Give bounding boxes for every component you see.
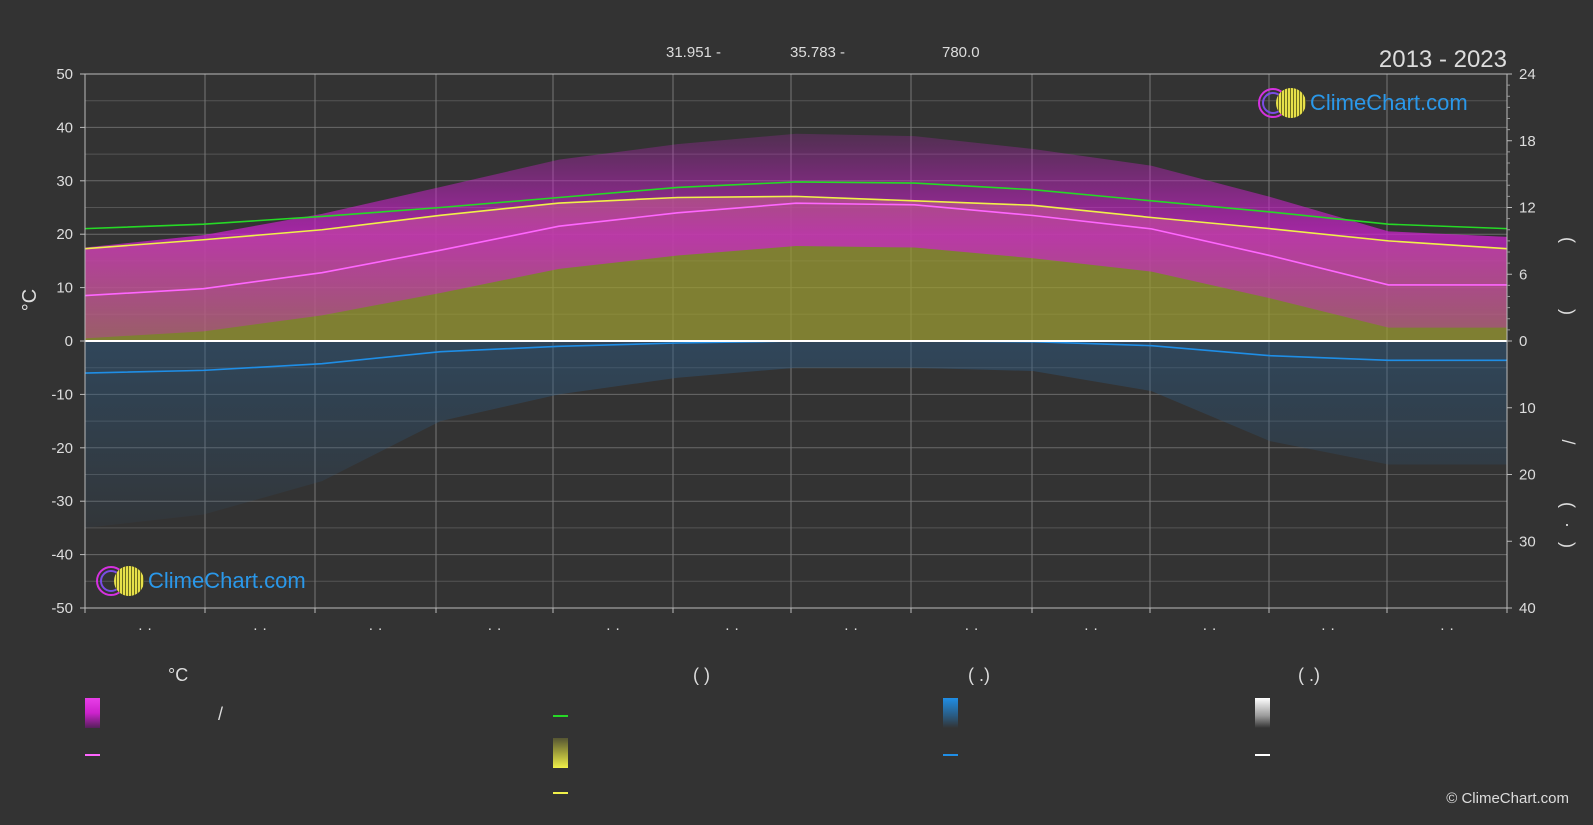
right-axis-glyph: (	[1558, 502, 1578, 508]
x-tick-label: · ·	[606, 620, 620, 637]
legend-swatch-temperature-range	[85, 698, 100, 728]
right-tick-label-lower: 20	[1519, 467, 1536, 484]
right-tick-label-upper: 18	[1519, 133, 1536, 150]
right-tick-label-upper: 0	[1519, 333, 1527, 350]
temperature-line	[84, 202, 1507, 297]
logo-bottom-left[interactable]: ClimeChart.com	[96, 566, 306, 596]
series-lines	[84, 181, 1508, 374]
right-tick-label-upper: 6	[1519, 266, 1527, 283]
right-tick-label-lower: 30	[1519, 533, 1536, 550]
right-tick-label-upper: 24	[1519, 66, 1536, 83]
legend-head-snow: ( .)	[1298, 665, 1320, 685]
x-tick-label: · ·	[1202, 620, 1216, 637]
left-tick-label: -20	[51, 440, 73, 457]
legend-swatch-precipitation	[943, 698, 958, 728]
left-axis-label: °C	[19, 289, 41, 311]
right-axis-glyph: )	[1558, 309, 1578, 315]
temperature-range-band	[85, 133, 1507, 339]
legend-line-precipitation	[943, 754, 958, 756]
left-tick-label: 30	[56, 173, 73, 190]
x-tick-label: · ·	[138, 620, 152, 637]
right-axis-glyph: /	[1558, 439, 1578, 444]
x-tick-label: · ·	[725, 620, 739, 637]
right-axis-glyph: ·	[1558, 522, 1578, 528]
year-range: 2013 - 2023	[1379, 46, 1507, 73]
x-tick-label: · ·	[1084, 620, 1098, 637]
top-value-3: 780.0	[942, 44, 980, 61]
left-tick-label: 20	[56, 226, 73, 243]
logo-icon	[96, 566, 146, 596]
chart-bands	[85, 133, 1507, 528]
legend-head-rain: ( .)	[968, 665, 990, 685]
legend-head-temperature: °C	[168, 665, 189, 685]
x-tick-label: · ·	[1321, 620, 1335, 637]
x-tick-label: · ·	[368, 620, 382, 637]
right-axis-glyph: (	[1558, 237, 1578, 243]
axis-ticks: 50 40 30 20 10 0 -10 -20 -30 -40 -50 24 18 12 6 0 10 20 30…	[51, 66, 1535, 637]
logo-top-right[interactable]: ClimeChart.com	[1258, 88, 1468, 118]
x-tick-label: · ·	[253, 620, 267, 637]
right-tick-label-lower: 10	[1519, 400, 1536, 417]
legend-line-temperature	[85, 754, 100, 756]
logo-text: ClimeChart.com	[1310, 90, 1468, 115]
logo-sun	[114, 566, 144, 596]
logo-icon	[1258, 88, 1308, 118]
x-tick-label: · ·	[487, 620, 501, 637]
daylight-line	[84, 181, 1508, 230]
left-tick-label: 0	[65, 333, 73, 350]
legend-head-sun: ( )	[693, 665, 710, 685]
right-tick-label-upper: 12	[1519, 200, 1536, 217]
left-tick-label: -40	[51, 547, 73, 564]
legend-line-sunshine	[553, 792, 568, 794]
legend-line-snow	[1255, 754, 1270, 756]
left-tick-label: 40	[56, 119, 73, 136]
left-tick-label: -30	[51, 493, 73, 510]
logo-text: ClimeChart.com	[148, 568, 306, 593]
top-value-2: 35.783 -	[790, 44, 845, 61]
left-tick-label: 10	[56, 280, 73, 297]
left-tick-label: 50	[56, 66, 73, 83]
legend-line-daylight	[553, 715, 568, 717]
x-tick-label: · ·	[1440, 620, 1454, 637]
right-axis-glyph: )	[1558, 542, 1578, 548]
sunshine-line	[84, 195, 1508, 250]
right-axis-glyphs: () / ( ·)	[1558, 237, 1578, 548]
left-tick-label: -10	[51, 386, 73, 403]
legend-swatch-sunshine	[553, 738, 568, 768]
right-tick-label-lower: 40	[1519, 600, 1536, 617]
top-value-1: 31.951 -	[666, 44, 721, 61]
left-tick-label: -50	[51, 600, 73, 617]
logo-sun	[1276, 88, 1306, 118]
x-tick-label: · ·	[844, 620, 858, 637]
precipitation-band	[85, 341, 1507, 528]
legend-swatch-snow	[1255, 698, 1270, 728]
x-tick-label: · ·	[964, 620, 978, 637]
legend-slash: /	[218, 704, 224, 724]
copyright: © ClimeChart.com	[1446, 790, 1569, 807]
